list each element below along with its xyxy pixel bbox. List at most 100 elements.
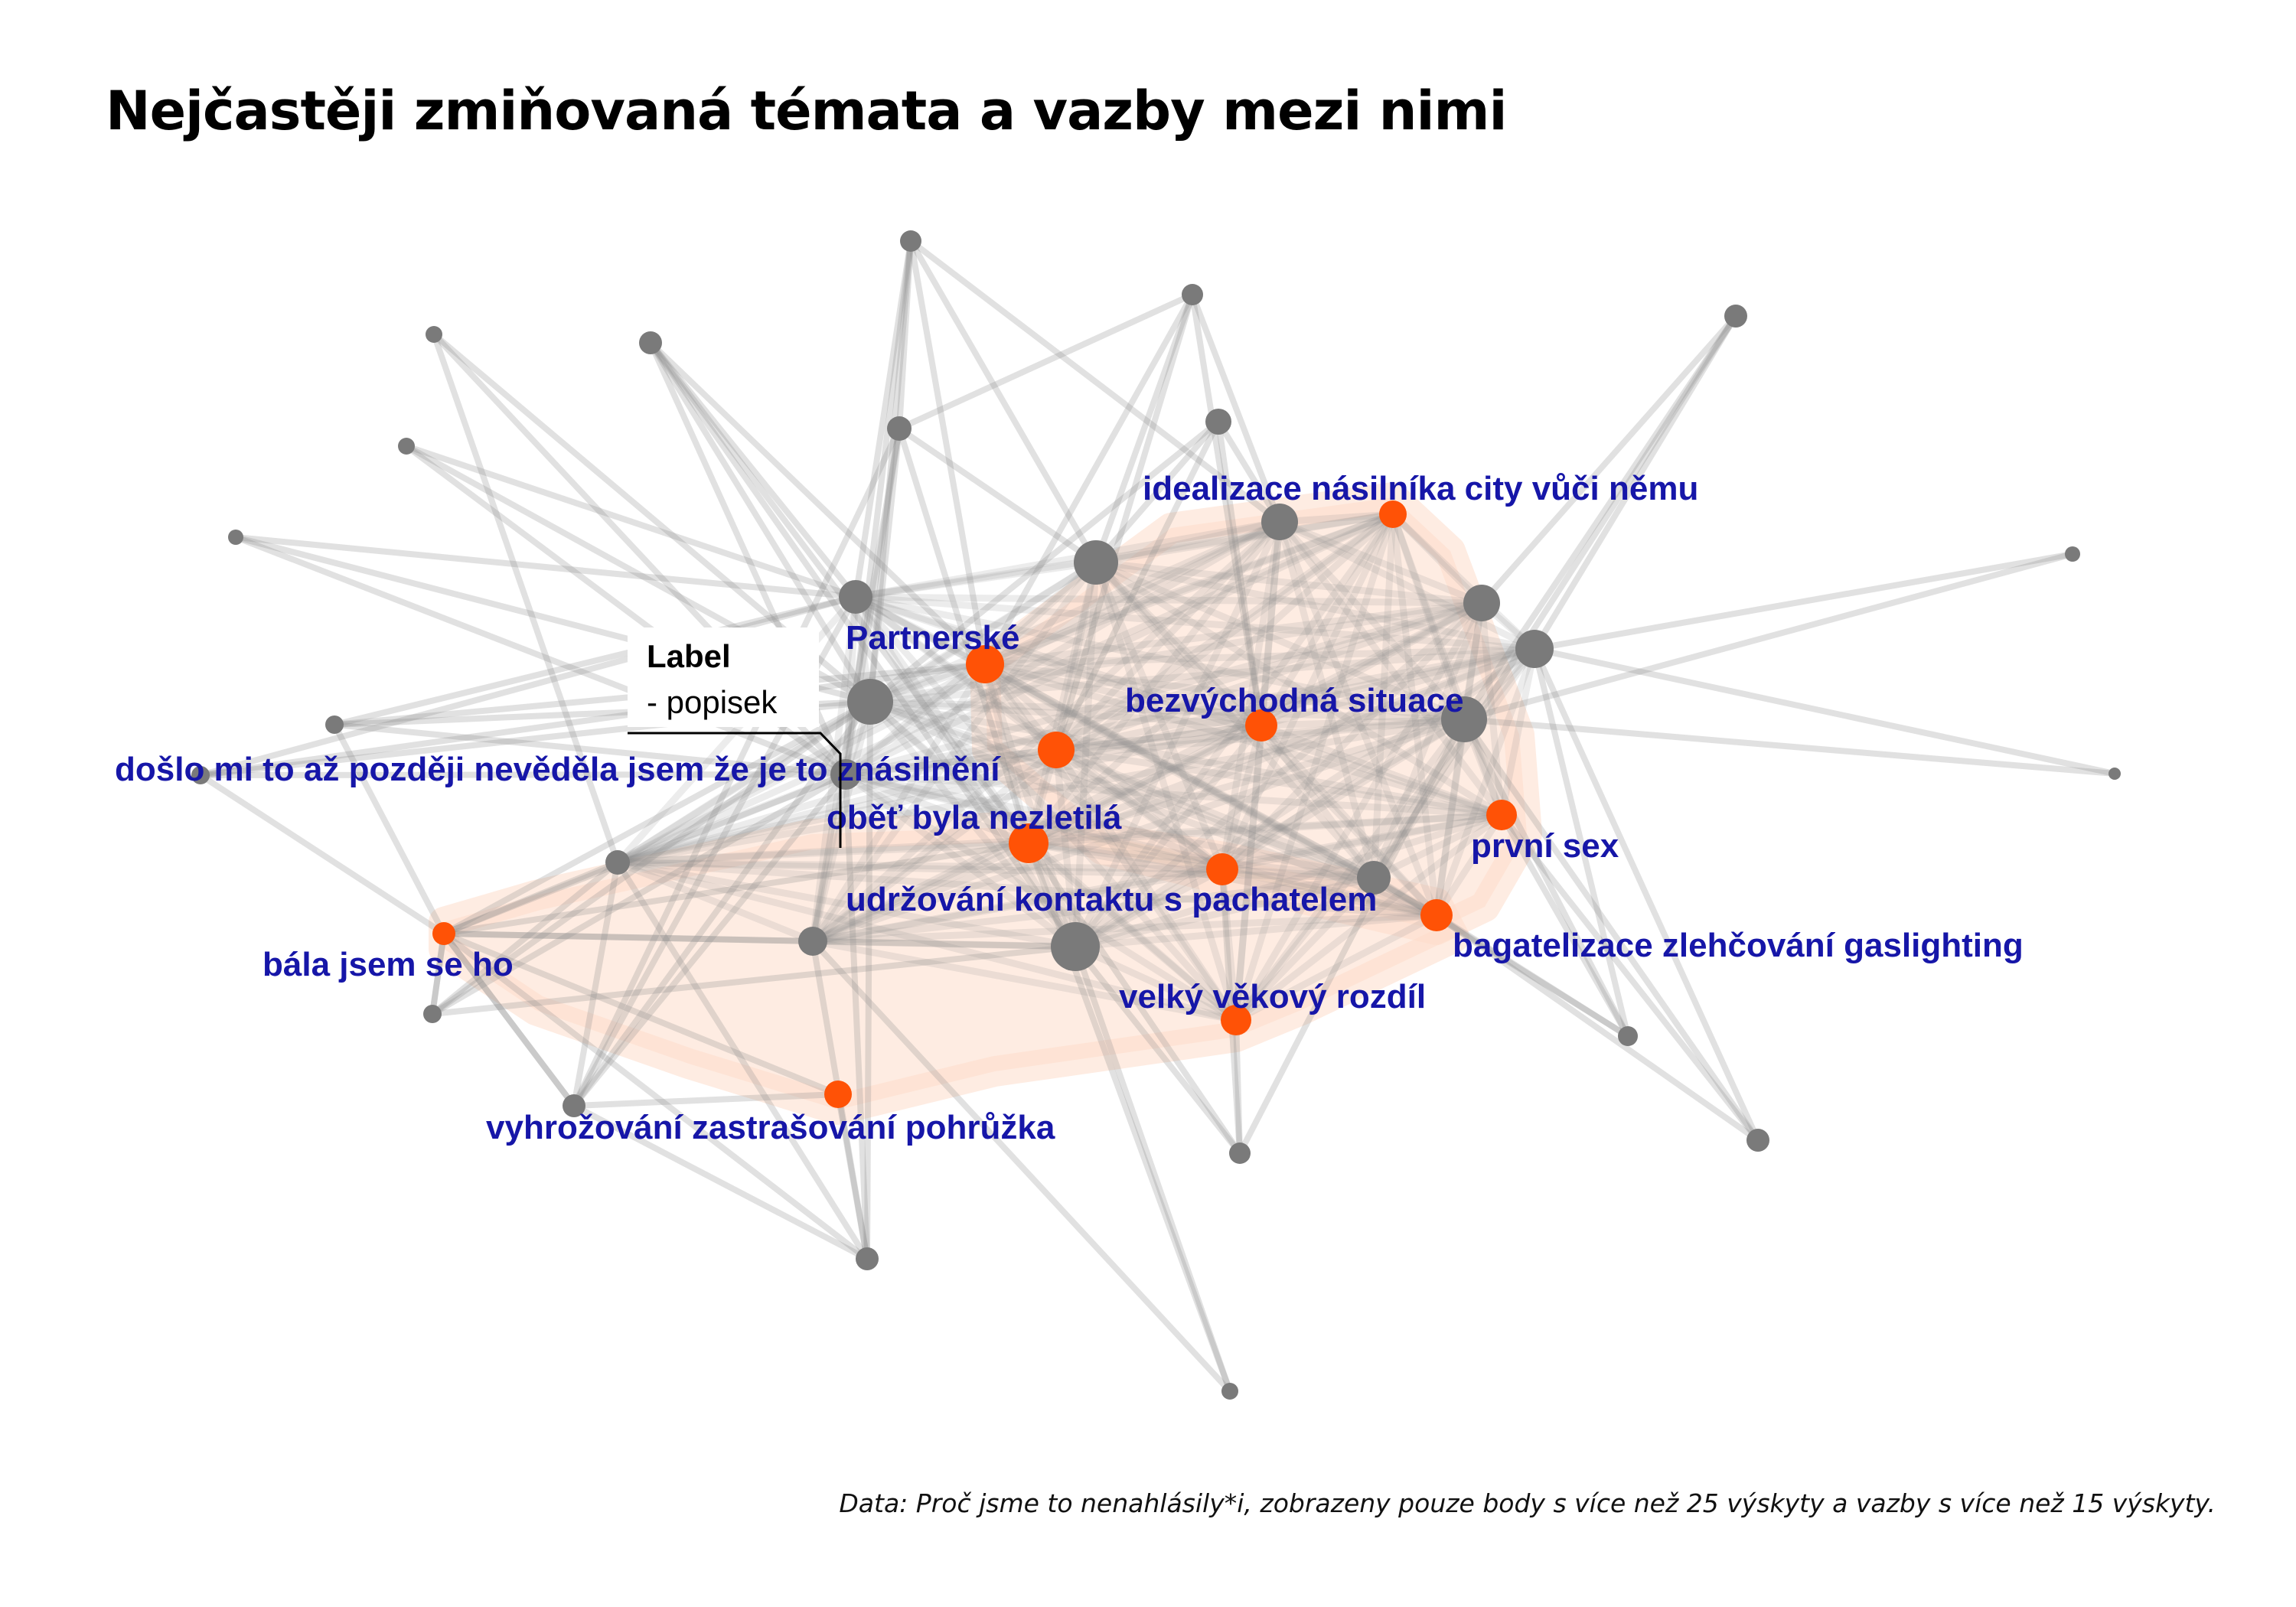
edge bbox=[981, 660, 1378, 882]
edge bbox=[866, 599, 1486, 706]
edge bbox=[809, 865, 1226, 945]
edge bbox=[1389, 510, 1440, 919]
edge bbox=[1071, 911, 1440, 950]
edge bbox=[331, 722, 447, 937]
edge bbox=[1232, 911, 1440, 1024]
edge bbox=[1531, 646, 1631, 1039]
topic-node bbox=[426, 326, 442, 343]
edge bbox=[614, 510, 1397, 866]
edge bbox=[981, 660, 1468, 723]
edge bbox=[441, 931, 1078, 950]
edge bbox=[866, 698, 1468, 723]
edge bbox=[197, 772, 447, 937]
edge bbox=[197, 771, 849, 778]
label-velky-vekovy: velký věkový rozdíl bbox=[1119, 978, 1426, 1015]
topic-node bbox=[1051, 922, 1100, 971]
edge bbox=[1218, 645, 1538, 873]
topic-node bbox=[639, 331, 662, 354]
edge bbox=[1052, 746, 1226, 873]
edge bbox=[852, 593, 1226, 873]
edge bbox=[852, 510, 1397, 601]
topic-node bbox=[798, 927, 827, 956]
topic-node bbox=[1205, 409, 1231, 435]
topic-node bbox=[398, 438, 415, 455]
edge bbox=[809, 811, 1505, 945]
topic-node bbox=[325, 715, 344, 734]
edge bbox=[842, 715, 1468, 778]
edge bbox=[842, 746, 1060, 778]
edge bbox=[1215, 419, 1283, 525]
edge bbox=[1276, 518, 1505, 819]
edge bbox=[1461, 716, 1761, 1143]
node-group bbox=[191, 230, 2121, 1400]
edge bbox=[866, 698, 1505, 819]
edge bbox=[866, 698, 1079, 950]
edge bbox=[614, 660, 989, 866]
edge bbox=[1218, 510, 1397, 873]
edge bbox=[1370, 510, 1397, 882]
edge bbox=[842, 771, 1440, 919]
edge bbox=[981, 645, 1538, 668]
edge bbox=[866, 698, 1032, 847]
edge bbox=[331, 722, 849, 777]
edge bbox=[1433, 811, 1505, 919]
legend: Label - popisek bbox=[628, 627, 842, 848]
edge bbox=[981, 559, 1100, 668]
topic-node bbox=[1357, 861, 1391, 895]
legend-subtitle: - popisek bbox=[647, 684, 778, 720]
edge bbox=[864, 699, 873, 1262]
edge bbox=[896, 292, 1195, 432]
topic-node bbox=[839, 580, 872, 614]
edge bbox=[866, 559, 1100, 706]
edge bbox=[1215, 419, 1264, 729]
label-bezvychodna: bezvýchodná situace bbox=[1125, 682, 1464, 719]
edge bbox=[571, 859, 621, 1109]
edge bbox=[441, 931, 870, 1262]
edge bbox=[614, 518, 1283, 866]
edge bbox=[853, 238, 914, 600]
edge bbox=[1053, 419, 1221, 753]
topic-node bbox=[856, 1247, 879, 1270]
edge bbox=[842, 660, 989, 778]
edge bbox=[867, 419, 1221, 705]
edge bbox=[809, 937, 1240, 1024]
topic-node bbox=[605, 850, 630, 875]
node-label-group: idealizace násilníka city vůči němu Part… bbox=[115, 470, 2024, 1146]
topic-node bbox=[1074, 540, 1118, 585]
topic-node bbox=[1261, 504, 1298, 540]
edge bbox=[866, 698, 1378, 882]
edge bbox=[852, 593, 1505, 819]
edge bbox=[1052, 559, 1100, 754]
edge bbox=[1052, 722, 1265, 754]
edge bbox=[1370, 645, 1538, 882]
edge bbox=[1189, 292, 1283, 525]
source-note: Data: Proč jsme to nenahlásily*i, zobraz… bbox=[839, 1488, 2216, 1518]
edge bbox=[1025, 839, 1378, 882]
highlighted-topic-node bbox=[1009, 823, 1049, 863]
edge bbox=[852, 593, 1079, 950]
edge bbox=[1025, 722, 1265, 847]
topic-node bbox=[1746, 1129, 1769, 1152]
edge bbox=[896, 425, 1032, 846]
edge bbox=[1370, 599, 1486, 882]
edge bbox=[1433, 645, 1538, 919]
edge bbox=[1276, 518, 1538, 653]
edge bbox=[1218, 865, 1378, 882]
highlighted-topic-node bbox=[1379, 500, 1407, 528]
topic-node bbox=[1515, 630, 1554, 668]
edge bbox=[233, 534, 859, 600]
edge bbox=[1092, 559, 1505, 819]
topic-node bbox=[887, 416, 912, 441]
edge bbox=[1071, 874, 1378, 950]
edge bbox=[1052, 510, 1397, 754]
label-partnerske: Partnerské bbox=[846, 619, 1019, 657]
edge bbox=[1052, 599, 1486, 754]
edge bbox=[866, 645, 1538, 706]
edge bbox=[809, 599, 1486, 945]
edge bbox=[1025, 811, 1505, 847]
edge bbox=[1025, 510, 1397, 847]
edge bbox=[908, 238, 988, 667]
edge bbox=[981, 660, 1240, 1024]
edge-group bbox=[197, 238, 2118, 1394]
